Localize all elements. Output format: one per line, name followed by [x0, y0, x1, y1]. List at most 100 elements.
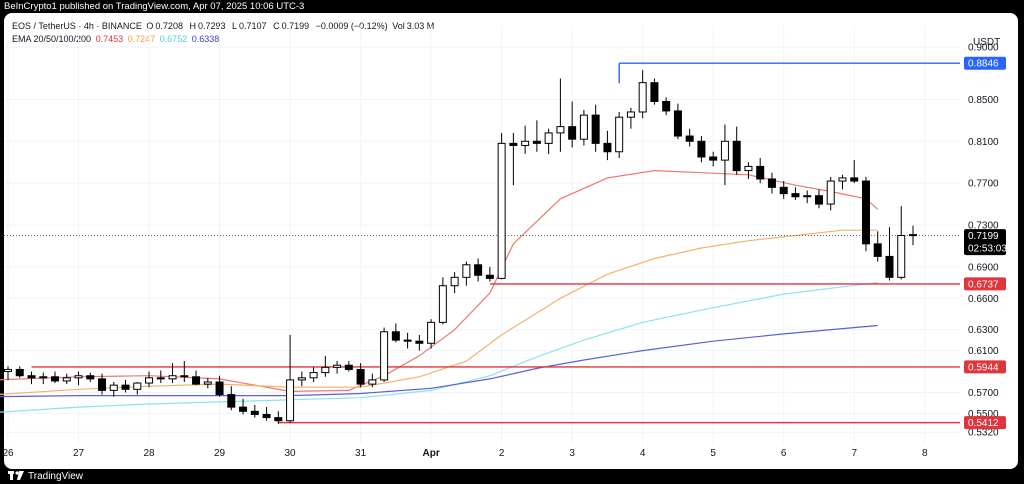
- candle: [474, 264, 483, 276]
- candle: [873, 243, 882, 257]
- support-price-tag: [964, 360, 1006, 374]
- tradingview-logo-icon[interactable]: [8, 469, 28, 484]
- x-tick-label: 7: [851, 448, 857, 459]
- symbol-label[interactable]: EOS / TetherUS · 4h · BINANCE: [12, 21, 142, 31]
- ema-line-ema200: [0, 324, 878, 398]
- candle: [803, 195, 812, 198]
- candle: [638, 82, 647, 113]
- x-tick-label: Apr: [422, 448, 439, 459]
- candle: [826, 180, 835, 205]
- candle: [427, 321, 436, 344]
- open-value: 0.7208: [155, 21, 183, 31]
- candle: [215, 381, 224, 396]
- x-tick-label: 8: [922, 448, 928, 459]
- candle: [532, 140, 541, 144]
- candle: [650, 82, 659, 103]
- candle: [579, 114, 588, 140]
- candle: [497, 142, 506, 279]
- y-tick-label: 0.7700: [968, 179, 999, 190]
- candle: [380, 331, 389, 381]
- candle: [556, 126, 565, 134]
- candle: [4, 368, 12, 373]
- candle: [274, 417, 283, 422]
- support-price-text: 0.5412: [968, 418, 999, 429]
- candle: [109, 384, 118, 391]
- y-tick-label: 0.7300: [968, 221, 999, 232]
- candle: [356, 368, 365, 385]
- candle: [861, 180, 870, 245]
- candle: [814, 195, 823, 205]
- resistance-price-text: 0.8846: [968, 59, 999, 70]
- high-value: 0.7293: [197, 21, 226, 31]
- support-price-text: 0.5944: [968, 362, 999, 373]
- x-tick-label: 31: [355, 448, 367, 459]
- y-tick-label: 0.8100: [968, 137, 999, 148]
- ema-legend[interactable]: EMA 20/50/100/200 0.7453 0.7247 0.6752 0…: [12, 34, 221, 44]
- candle: [297, 377, 306, 381]
- y-tick-label: 0.5500: [968, 409, 999, 420]
- ema200-value: 0.6338: [191, 34, 220, 44]
- candle: [756, 165, 765, 180]
- y-tick-label: 0.9000: [968, 43, 999, 54]
- ema-label: EMA 20/50/100/200: [12, 34, 92, 44]
- resistance-price-tag: [964, 56, 1006, 70]
- candle: [591, 114, 600, 144]
- ema100-value: 0.6752: [159, 34, 188, 44]
- candle: [321, 366, 330, 374]
- x-tick-label: 6: [781, 448, 787, 459]
- candle: [673, 110, 682, 137]
- candle: [344, 364, 353, 370]
- x-tick-label: 2: [499, 448, 505, 459]
- candle: [121, 384, 130, 390]
- candle: [732, 140, 741, 172]
- x-tick-label: 3: [569, 448, 575, 459]
- candle: [133, 382, 142, 390]
- candle: [51, 376, 60, 382]
- x-tick-label: 4: [640, 448, 646, 459]
- candle: [791, 193, 800, 198]
- candle: [168, 375, 177, 380]
- x-tick-label: 26: [2, 448, 14, 459]
- ema-line-ema100: [0, 282, 878, 413]
- candle: [897, 234, 906, 278]
- candle: [709, 156, 718, 161]
- candle: [86, 375, 95, 380]
- candle: [403, 339, 412, 342]
- candle: [908, 234, 917, 237]
- candle: [744, 165, 753, 172]
- publish-info: BeInCrypto1 published on TradingView.com…: [4, 1, 305, 12]
- candle: [603, 142, 612, 153]
- candle: [391, 331, 400, 341]
- candle: [838, 177, 847, 182]
- y-unit-label: USDT: [973, 37, 1000, 48]
- candle: [779, 186, 788, 195]
- low-label: L: [232, 21, 238, 31]
- candle: [15, 368, 24, 377]
- y-tick-label: 0.5320: [968, 428, 999, 439]
- candle: [462, 264, 471, 278]
- candle: [203, 381, 212, 385]
- candle: [485, 274, 494, 279]
- candle: [720, 140, 729, 161]
- candle: [568, 126, 577, 140]
- current-price-tag: [964, 229, 1006, 256]
- y-tick-label: 0.8500: [968, 95, 999, 106]
- candle: [333, 364, 342, 368]
- footer: TradingView: [0, 469, 1024, 484]
- low-value: 0.7107: [239, 21, 267, 31]
- ema50-value: 0.7247: [127, 34, 156, 44]
- candle: [368, 379, 377, 385]
- candle: [438, 285, 447, 323]
- support-price-tag: [964, 416, 1006, 430]
- y-tick-label: 0.6900: [968, 262, 999, 273]
- candle: [309, 372, 318, 379]
- candle: [615, 116, 624, 153]
- candle: [626, 111, 635, 118]
- ema-line-ema50: [0, 229, 878, 395]
- candle: [885, 255, 894, 278]
- x-tick-label: 29: [214, 448, 226, 459]
- candle: [27, 375, 36, 379]
